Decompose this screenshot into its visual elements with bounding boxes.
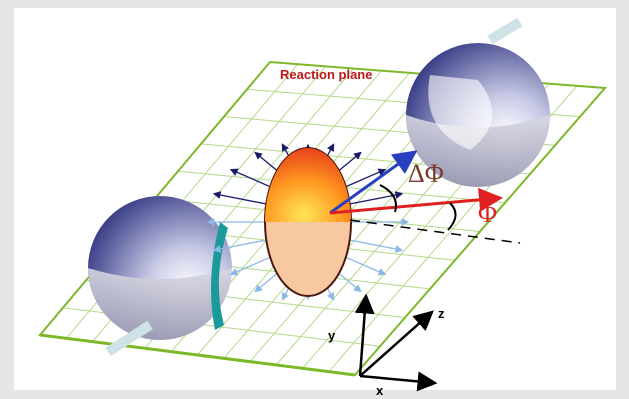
y-axis-label: y	[328, 328, 336, 343]
delta-phi-label: ΔΦ	[408, 159, 444, 188]
x-axis-label: x	[376, 383, 384, 398]
phi-label: Φ	[478, 199, 497, 228]
z-axis-label: z	[438, 306, 445, 321]
plane-label: Reaction plane	[280, 67, 372, 82]
page: {"diagram": {"plane_label": "Reaction pl…	[0, 0, 629, 399]
diagram: Reaction plane ΔΦ Φ y z x	[0, 0, 629, 399]
